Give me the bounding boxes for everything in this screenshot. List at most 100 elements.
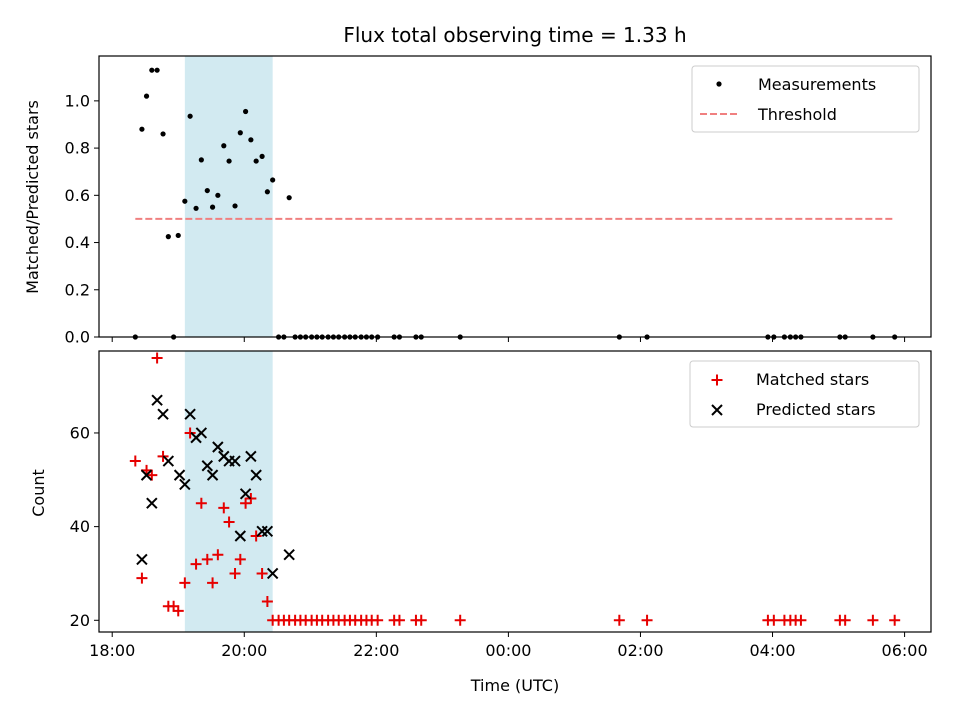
measurement-point xyxy=(160,131,166,137)
matched-star-point xyxy=(768,614,780,626)
predicted-star-point xyxy=(136,553,148,566)
top-frame xyxy=(98,55,932,338)
matched-star-point xyxy=(184,427,196,439)
matched-star-point xyxy=(195,497,207,509)
matched-star-point xyxy=(151,352,163,364)
top-panel: 0.0 0.2 0.4 0.6 0.8 1.0 Measurements Threshold xyxy=(65,55,932,347)
matched-star-point xyxy=(229,567,241,579)
matched-star-point xyxy=(207,577,219,589)
matched-star-point xyxy=(795,614,807,626)
legend-predicted-marker xyxy=(711,404,723,416)
matched-star-point xyxy=(250,530,262,542)
predicted-star-point xyxy=(184,408,196,420)
predicted-star-point xyxy=(146,497,158,509)
bottom-legend-box xyxy=(689,360,920,428)
predicted-star-point xyxy=(179,478,191,491)
measurement-point xyxy=(242,108,249,115)
matched-star-point xyxy=(454,614,466,626)
matched-star-point xyxy=(172,605,184,617)
measurement-point xyxy=(253,158,259,164)
matched-star-point xyxy=(372,614,384,626)
predicted-star-point xyxy=(250,469,262,481)
measurement-point xyxy=(143,93,150,99)
bottom-y-tick-label: 40 xyxy=(70,517,90,536)
matched-star-point xyxy=(190,558,202,570)
legend-predicted-label: Predicted stars xyxy=(756,400,876,419)
top-legend: Measurements Threshold xyxy=(691,65,920,133)
matched-star-point xyxy=(201,553,213,565)
chart-title: Flux total observing time = 1.33 h xyxy=(343,23,686,47)
matched-star-point xyxy=(234,553,246,565)
matched-star-point xyxy=(889,614,901,626)
measurement-point xyxy=(286,195,292,201)
bottom-highlight-span xyxy=(184,351,273,632)
x-tick-label: 22:00 xyxy=(353,641,399,660)
measurement-point xyxy=(187,113,193,119)
predicted-star-point xyxy=(140,469,153,481)
top-legend-box xyxy=(691,65,920,133)
legend-matched-label: Matched stars xyxy=(756,370,869,389)
matched-star-point xyxy=(136,572,148,584)
matched-star-point xyxy=(218,502,230,514)
measurement-point xyxy=(198,157,204,163)
matched-star-point xyxy=(613,614,625,626)
x-tick-label: 18:00 xyxy=(89,641,135,660)
matched-star-point xyxy=(146,469,158,481)
matched-star-point xyxy=(393,614,405,626)
bottom-y-axis-label: Count xyxy=(29,469,48,517)
predicted-star-point xyxy=(234,530,247,542)
measurement-point xyxy=(149,67,155,73)
top-y-tick-label: 1.0 xyxy=(65,91,90,110)
predicted-star-point xyxy=(261,525,274,538)
bottom-panel: 20 40 60 18:00 20:00 22:00 00:00 02:00 04:00 06:0… xyxy=(70,350,932,660)
top-y-tick-label: 0.8 xyxy=(65,139,90,158)
matched-star-point xyxy=(867,614,879,626)
x-tick-label: 06:00 xyxy=(882,641,928,660)
predicted-star-point xyxy=(201,460,213,472)
top-y-axis-label: Matched/Predicted stars xyxy=(23,100,42,294)
measurement-point xyxy=(139,126,145,132)
top-y-tick-label: 0.6 xyxy=(65,186,90,205)
matched-star-point xyxy=(179,577,191,589)
measurement-point xyxy=(259,153,265,159)
matched-star-point xyxy=(223,516,235,528)
measurement-point xyxy=(209,204,216,210)
measurement-point xyxy=(204,187,210,194)
top-y-tick-label: 0.4 xyxy=(65,233,90,252)
top-highlight-span xyxy=(184,56,273,337)
top-y-tick-label: 0.2 xyxy=(65,280,90,299)
x-axis-label: Time (UTC) xyxy=(470,676,559,695)
measurement-point xyxy=(165,234,171,240)
predicted-star-point xyxy=(195,427,208,439)
measurement-point xyxy=(232,203,238,209)
matched-star-point xyxy=(641,614,653,626)
measurement-point xyxy=(215,192,221,198)
top-y-tick-label: 0.0 xyxy=(65,328,90,347)
bottom-y-tick-label: 20 xyxy=(70,611,90,630)
x-tick-label: 00:00 xyxy=(485,641,531,660)
measurement-point xyxy=(264,189,270,195)
measurement-point xyxy=(175,232,181,239)
matched-star-point xyxy=(240,497,252,509)
measurement-point xyxy=(182,198,188,204)
legend-matched-marker xyxy=(711,374,723,386)
predicted-star-point xyxy=(162,455,175,467)
predicted-star-point xyxy=(206,469,219,481)
measurement-point xyxy=(226,158,232,164)
predicted-star-point xyxy=(151,394,163,406)
legend-measurements-label: Measurements xyxy=(758,75,876,94)
x-tick-label: 20:00 xyxy=(221,641,267,660)
legend-measurements-marker xyxy=(716,81,722,87)
matched-star-point xyxy=(129,455,141,467)
predicted-star-point xyxy=(173,469,186,481)
measurement-point xyxy=(248,137,254,143)
predicted-star-point xyxy=(245,450,257,463)
x-tick-label: 04:00 xyxy=(749,641,795,660)
predicted-star-point xyxy=(266,567,279,580)
measurement-point xyxy=(270,177,276,183)
matched-star-point xyxy=(261,596,273,608)
predicted-star-point xyxy=(157,408,169,420)
predicted-star-point xyxy=(283,549,295,561)
bottom-frame xyxy=(98,350,932,633)
